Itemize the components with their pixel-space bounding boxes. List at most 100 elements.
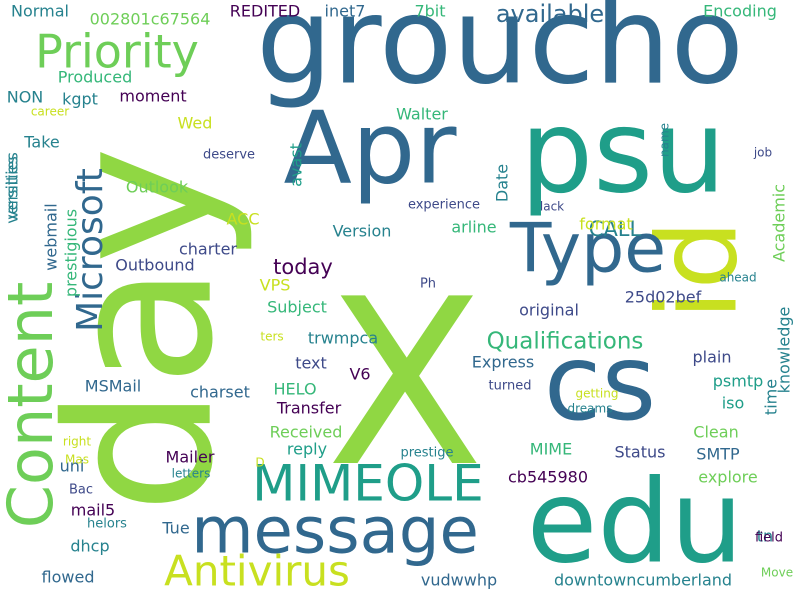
cloud-word: available	[496, 0, 604, 28]
cloud-word: MIME	[530, 440, 572, 459]
cloud-word: prestigious	[62, 209, 81, 297]
cloud-word: NON	[7, 88, 44, 107]
cloud-word: 002801c67564	[90, 10, 211, 29]
cloud-word: arline	[451, 218, 496, 237]
cloud-word: Mas	[65, 453, 89, 467]
cloud-word: VPS	[260, 276, 291, 295]
cloud-word: MIMEOLE	[252, 455, 483, 513]
cloud-word: prestige	[400, 446, 453, 461]
cloud-word: message	[191, 495, 479, 569]
cloud-word: Antivirus	[164, 547, 350, 596]
cloud-word: day	[25, 146, 258, 514]
cloud-word: versities	[3, 152, 22, 220]
cloud-word: Subject	[267, 298, 327, 317]
cloud-word: trwmpca	[308, 329, 378, 348]
cloud-word: versities	[3, 156, 22, 224]
cloud-word: charter	[179, 240, 237, 259]
cloud-word: Walter	[396, 105, 448, 124]
cloud-word: downtowncumberland	[554, 571, 732, 590]
cloud-word: cb545980	[508, 468, 588, 487]
cloud-word: field	[755, 531, 783, 546]
cloud-word: Tue	[161, 519, 189, 538]
cloud-word: cs	[544, 322, 656, 444]
cloud-word: moment	[119, 87, 186, 106]
cloud-word: tn	[757, 527, 773, 546]
cloud-word: Status	[615, 443, 666, 462]
cloud-word: Produced	[58, 68, 132, 87]
cloud-word: knowledge	[775, 307, 794, 394]
cloud-word: Date	[493, 164, 512, 202]
cloud-word: Content	[0, 282, 67, 529]
cloud-word: flowed	[42, 568, 95, 587]
cloud-word: ahead	[719, 271, 756, 285]
cloud-word: right	[63, 435, 91, 449]
cloud-word: inet7	[325, 2, 366, 21]
cloud-word: Received	[270, 423, 343, 442]
cloud-word: text	[295, 354, 327, 373]
cloud-word: Qualifications	[487, 329, 644, 355]
cloud-word: Move	[761, 566, 793, 580]
cloud-word: D	[255, 456, 264, 470]
cloud-word: Take	[23, 133, 59, 152]
cloud-word: explore	[698, 468, 758, 487]
cloud-word: Encoding	[703, 2, 777, 21]
cloud-word: Version	[333, 222, 392, 241]
cloud-word: MSMail	[85, 377, 141, 396]
cloud-word: Outlook	[126, 178, 189, 197]
cloud-word: today	[273, 255, 333, 279]
cloud-word: vudwwhp	[421, 571, 497, 590]
cloud-word: career	[31, 105, 69, 119]
cloud-word: Outbound	[115, 256, 194, 275]
cloud-word: Mailer	[166, 448, 215, 467]
cloud-word: webmail	[42, 203, 61, 270]
cloud-word: Normal	[11, 2, 69, 21]
cloud-word: letters	[172, 467, 211, 481]
cloud-word: Type	[509, 210, 666, 289]
cloud-word: Express	[472, 353, 534, 372]
cloud-word: uni	[60, 457, 85, 476]
cloud-word: ACC	[226, 210, 259, 229]
cloud-word: Academic	[770, 184, 789, 262]
cloud-word: time	[762, 379, 781, 415]
cloud-word: Apr	[284, 89, 458, 206]
cloud-word: X	[326, 251, 484, 518]
cloud-word: edu	[527, 456, 744, 590]
cloud-word: job	[753, 146, 772, 160]
cloud-word: Priority	[35, 25, 199, 79]
cloud-word: format	[579, 215, 632, 234]
cloud-word: SMTP	[696, 445, 740, 464]
cloud-word: Wed	[178, 114, 213, 133]
cloud-word: psu	[520, 86, 726, 220]
cloud-word: id	[633, 220, 761, 320]
cloud-word: REDITED	[230, 2, 300, 21]
cloud-word: deserve	[203, 148, 255, 163]
cloud-word: original	[519, 301, 579, 320]
cloud-word: experience	[408, 198, 480, 213]
cloud-word: kgpt	[62, 90, 98, 109]
cloud-word: dreams	[568, 402, 613, 416]
cloud-word: CALL	[589, 217, 642, 241]
cloud-word: dhcp	[70, 537, 109, 556]
cloud-word: V6	[349, 365, 370, 384]
cloud-word: 25d02bef	[625, 288, 702, 307]
cloud-word: reply	[287, 440, 327, 459]
cloud-word: Clean	[693, 423, 738, 442]
cloud-word: avast	[287, 143, 306, 187]
cloud-word: turned	[489, 379, 532, 394]
cloud-word: 7bit	[414, 2, 445, 21]
cloud-word: iso	[722, 394, 745, 413]
cloud-word: Ph	[420, 277, 436, 292]
cloud-word: groucho	[256, 0, 744, 112]
cloud-word: getting	[576, 387, 619, 401]
cloud-word: HELO	[273, 380, 316, 399]
cloud-word: Transfer	[276, 399, 342, 418]
cloud-word: Microsoft	[70, 168, 111, 332]
cloud-word: Bac	[69, 483, 93, 498]
cloud-word: helors	[87, 517, 127, 532]
cloud-word: lack	[540, 200, 564, 214]
cloud-word: psmtp	[713, 372, 764, 391]
cloud-word: charset	[190, 383, 250, 402]
cloud-word: name	[658, 123, 672, 157]
